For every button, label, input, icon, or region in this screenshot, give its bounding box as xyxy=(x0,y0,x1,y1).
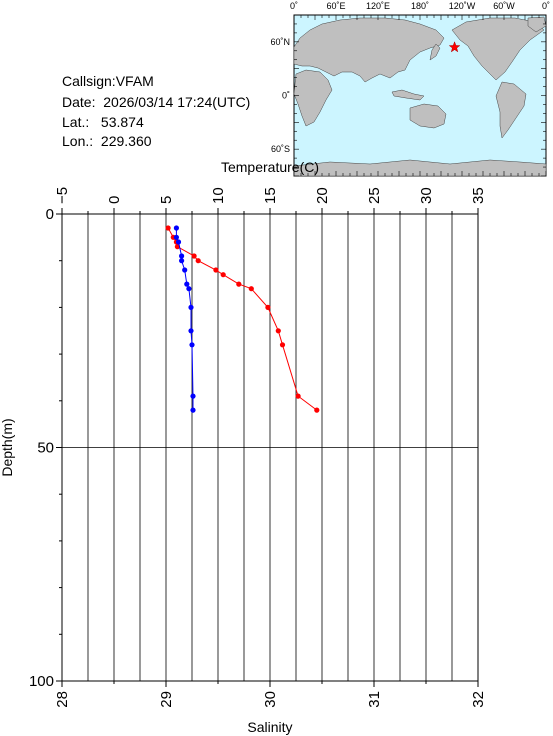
salinity-point xyxy=(186,286,192,292)
series-lines xyxy=(165,225,320,413)
land-south-america xyxy=(495,81,527,139)
temperature-point xyxy=(275,328,281,334)
salinity-point xyxy=(190,407,196,413)
map-labels: 0˚ 60˚E 120˚E 180˚ 120˚W 60˚W 0˚ 60˚N 0˚ 60˚S xyxy=(270,1,550,154)
salinity-tick-label: 31 xyxy=(366,691,383,708)
callsign-line: Callsign:VFAM xyxy=(62,73,154,89)
temperature-tick-label: 0 xyxy=(106,196,123,204)
land-greenland xyxy=(527,16,547,33)
date-label: Date: xyxy=(62,94,96,110)
salinity-point xyxy=(179,258,185,264)
station-marker-icon xyxy=(448,41,461,53)
map-lon-label: 180˚ xyxy=(411,1,429,11)
depth-tick-label: 0 xyxy=(46,206,54,223)
salinity-point xyxy=(190,393,196,399)
temperature-point xyxy=(295,393,301,399)
temperature-point xyxy=(195,258,201,264)
depth-tick-label: 50 xyxy=(37,440,54,457)
salinity-point xyxy=(179,253,185,259)
salinity-point xyxy=(184,281,190,287)
temperature-point xyxy=(236,281,242,287)
salinity-tick-label: 32 xyxy=(470,691,487,708)
map-lon-label: 60˚W xyxy=(493,1,515,11)
lat-line: Lat.: 53.874 xyxy=(62,114,144,130)
date-value: 2026/03/14 17:24(UTC) xyxy=(103,94,251,110)
world-map: 0˚ 60˚E 120˚E 180˚ 120˚W 60˚W 0˚ 60˚N 0˚ 60˚S xyxy=(270,1,550,177)
temperature-tick-label: 20 xyxy=(314,187,331,204)
land-indonesia xyxy=(391,89,425,101)
temperature-point xyxy=(191,253,197,259)
lat-value: 53.874 xyxy=(100,114,144,130)
map-lat-label: 60˚N xyxy=(270,37,290,47)
salinity-point xyxy=(189,342,195,348)
depth-tick-label: 100 xyxy=(29,673,54,690)
salinity-point xyxy=(175,239,182,245)
temperature-point xyxy=(213,267,219,273)
temperature-point xyxy=(265,304,271,310)
temperature-tick-label: −5 xyxy=(54,187,71,204)
map-lon-label: 120˚W xyxy=(449,1,476,11)
lon-line: Lon.: 229.360 xyxy=(62,133,152,149)
temperature-axis-title: Temperature(C) xyxy=(221,159,319,175)
temperature-point xyxy=(279,342,286,348)
map-lon-label: 0˚ xyxy=(542,1,550,11)
temperature-point xyxy=(314,407,320,413)
land-australia xyxy=(409,103,447,129)
map-lon-label: 0˚ xyxy=(290,1,298,11)
salinity-point xyxy=(173,225,179,231)
map-lat-label: 0˚ xyxy=(282,91,290,101)
land-japan xyxy=(429,43,441,61)
salinity-point xyxy=(188,328,194,334)
temperature-tick-label: 5 xyxy=(158,196,175,204)
callsign-label: Callsign: xyxy=(62,73,116,89)
temperature-tick-label: 30 xyxy=(418,187,435,204)
salinity-tick-label: 30 xyxy=(262,691,279,708)
depth-axis-title: Depth(m) xyxy=(0,418,15,476)
temperature-point xyxy=(220,272,226,278)
grid-lines xyxy=(61,213,479,682)
land-eurasia xyxy=(293,17,445,83)
temperature-point xyxy=(174,244,180,250)
lon-value: 229.360 xyxy=(100,133,152,149)
map-lon-label: 60˚E xyxy=(326,1,345,11)
salinity-point xyxy=(182,267,188,273)
land-africa xyxy=(293,69,333,127)
temperature-tick-label: 15 xyxy=(262,187,279,204)
temperature-tick-label: 10 xyxy=(210,187,227,204)
temperature-point xyxy=(248,286,254,292)
temperature-point xyxy=(165,225,171,231)
lon-label: Lon.: xyxy=(62,133,94,149)
map-lat-label: 60˚S xyxy=(271,144,290,154)
date-line: Date: 2026/03/14 17:24(UTC) xyxy=(62,94,250,110)
callsign-value: VFAM xyxy=(115,73,154,89)
map-ticks xyxy=(293,14,547,177)
salinity-point xyxy=(188,304,194,310)
salinity-axis-title: Salinity xyxy=(247,719,292,735)
salinity-point xyxy=(173,234,179,240)
temperature-tick-label: 35 xyxy=(470,187,487,204)
lat-label: Lat.: xyxy=(62,114,90,130)
map-lon-label: 120˚E xyxy=(366,1,390,11)
salinity-tick-label: 28 xyxy=(54,691,71,708)
temperature-tick-label: 25 xyxy=(366,187,383,204)
salinity-tick-label: 29 xyxy=(158,691,175,708)
land-north-america xyxy=(451,17,545,81)
